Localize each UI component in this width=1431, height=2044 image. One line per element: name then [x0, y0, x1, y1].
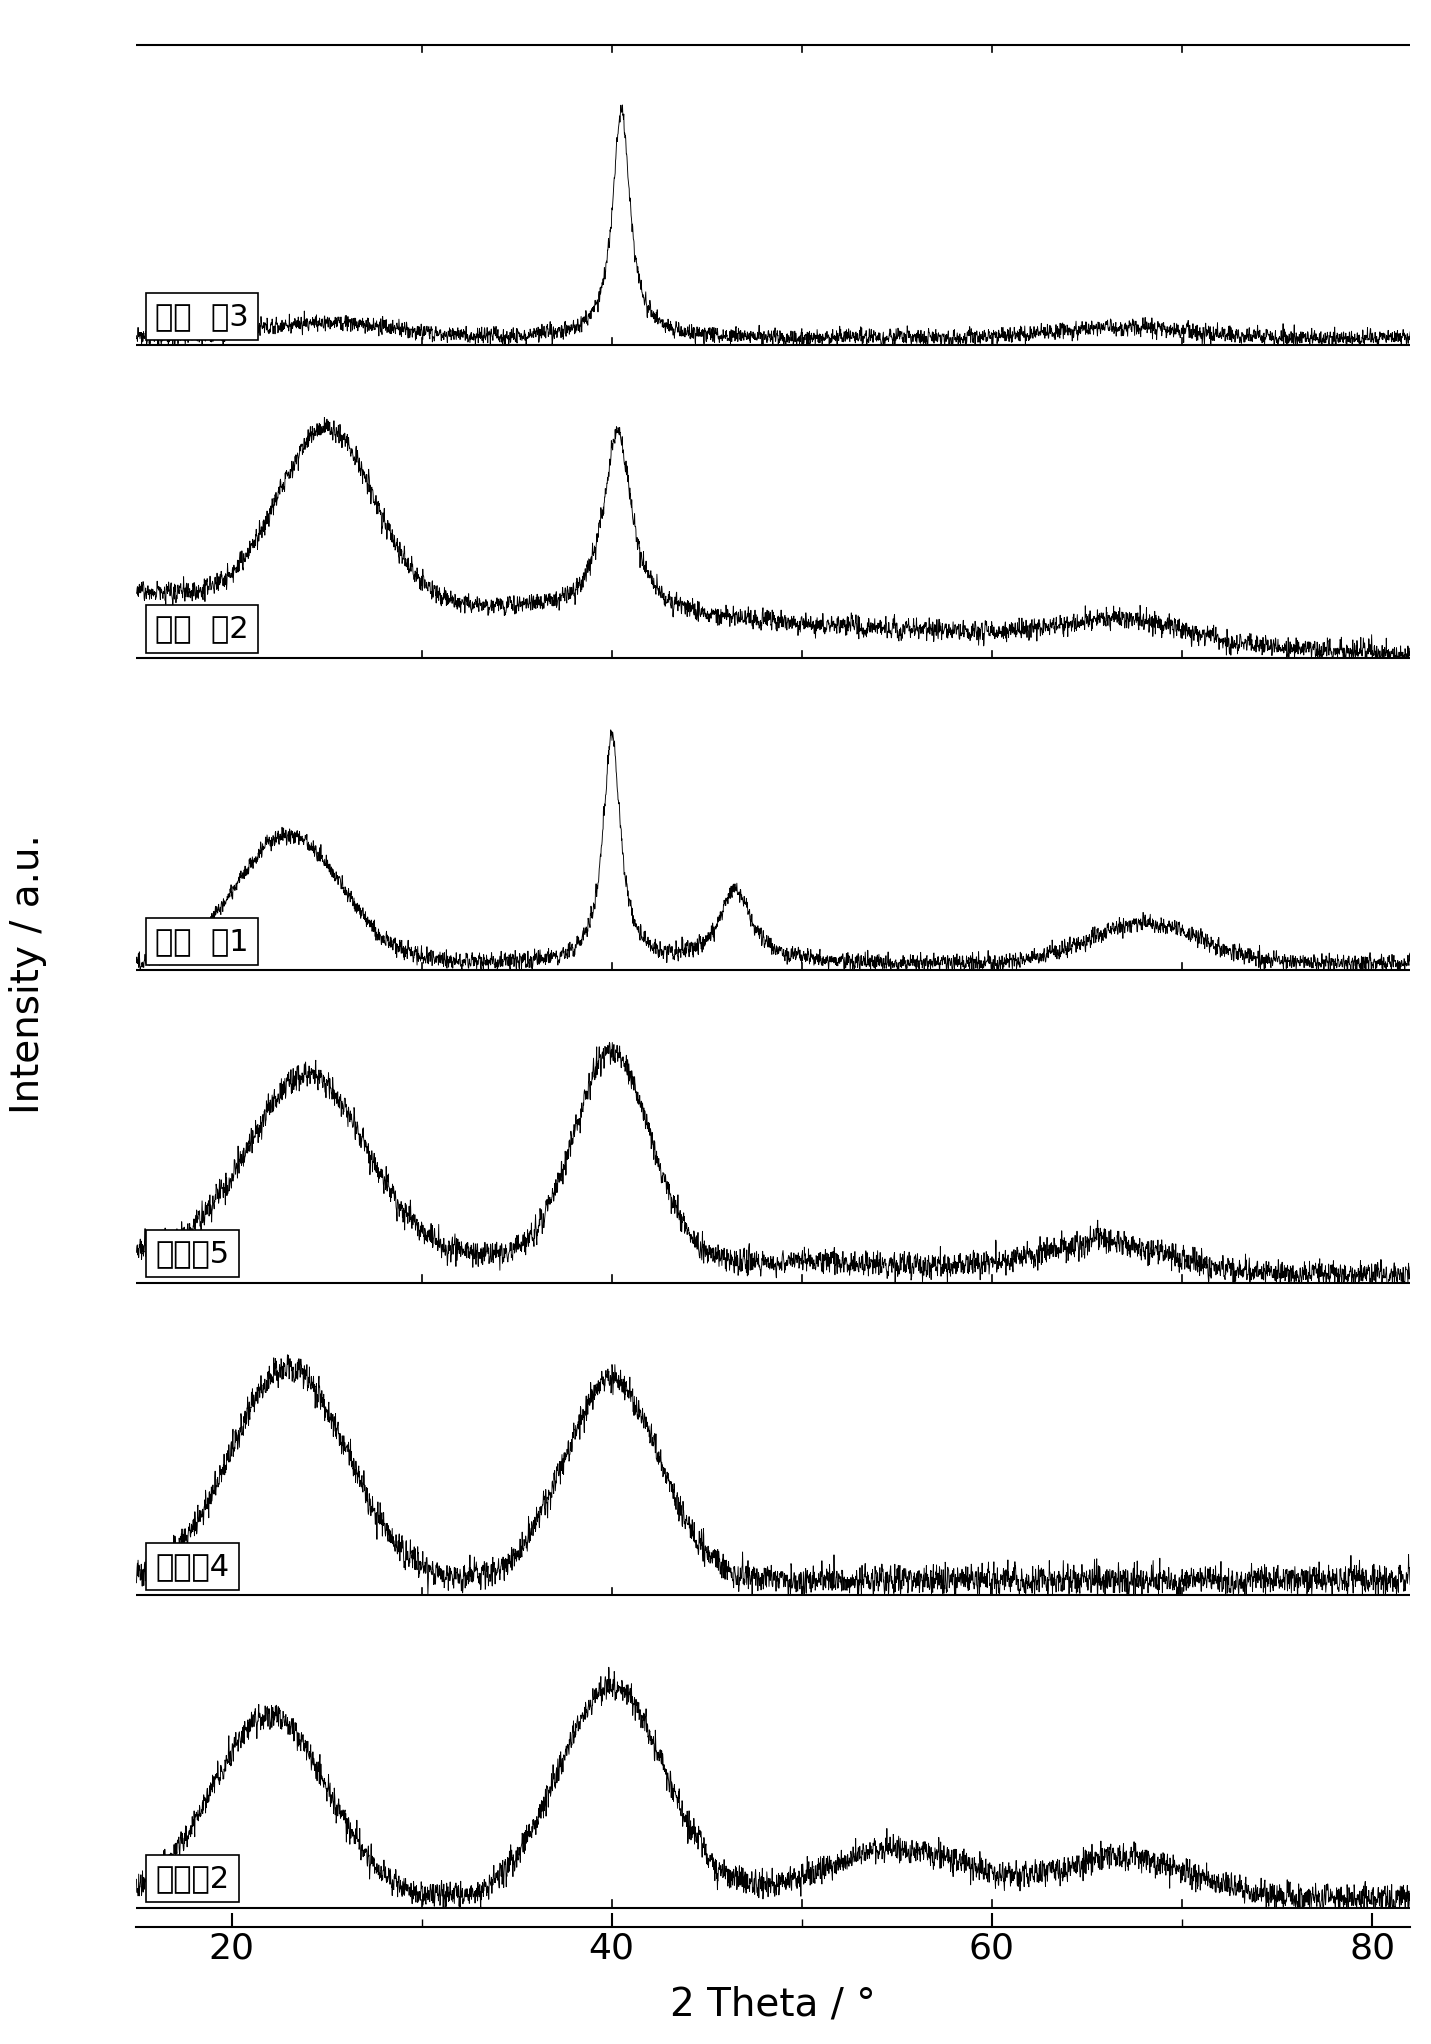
Y-axis label: Intensity / a.u.: Intensity / a.u. — [10, 834, 47, 1114]
Text: 对比  例2: 对比 例2 — [156, 615, 249, 644]
Text: 实施例2: 实施例2 — [156, 1864, 229, 1893]
X-axis label: 2 Theta / °: 2 Theta / ° — [671, 1985, 876, 2024]
Text: 对比  例3: 对比 例3 — [156, 303, 249, 331]
Text: 对比  例1: 对比 例1 — [156, 926, 249, 957]
Text: 实施例5: 实施例5 — [156, 1239, 229, 1267]
Text: 实施例4: 实施例4 — [156, 1551, 229, 1580]
